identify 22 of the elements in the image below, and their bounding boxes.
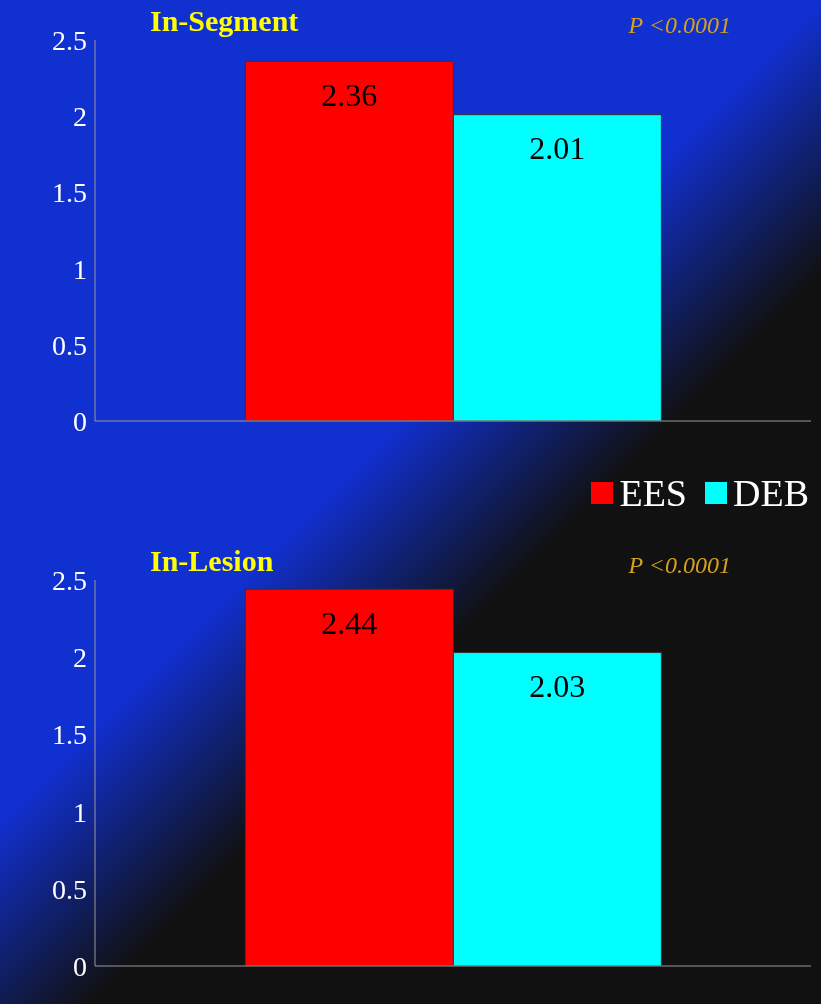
y-tick-label: 2.5 [52, 564, 87, 596]
y-tick-label: 1 [73, 253, 87, 285]
chart-title: In-Lesion [150, 544, 274, 578]
text: P <0.0001 [628, 552, 731, 579]
y-tick-label: 0 [73, 405, 87, 437]
y-tick-label: 0.5 [52, 873, 87, 905]
text: P <0.0001 [628, 12, 731, 39]
y-tick-label: 2 [73, 101, 87, 133]
y-tick-label: 1 [73, 796, 87, 828]
data-label: 2.03 [529, 668, 586, 705]
data-label: 2.01 [529, 130, 586, 167]
chart-title: In-Segment [150, 4, 299, 38]
data-label: 2.36 [321, 77, 378, 114]
y-tick-label: 2 [73, 642, 87, 674]
y-tick-label: 2.5 [52, 24, 87, 56]
y-tick-label: 1.5 [52, 719, 87, 751]
data-label: 2.44 [321, 604, 378, 641]
legend-label: EES [619, 470, 687, 515]
y-tick-label: 0.5 [52, 329, 87, 361]
y-tick-label: 1.5 [52, 177, 87, 209]
y-tick-label: 0 [73, 950, 87, 982]
legend-label: DEB [733, 470, 809, 515]
